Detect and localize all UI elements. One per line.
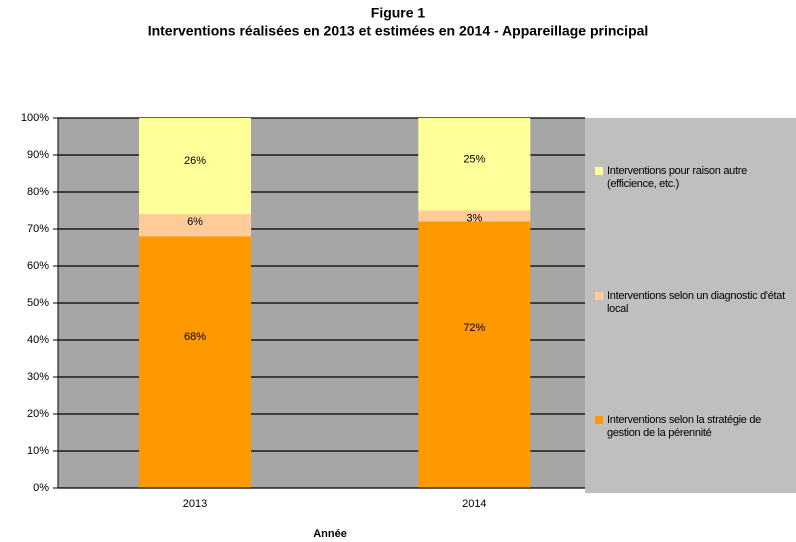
x-tick-label: 2013 [183, 498, 207, 510]
y-tick-label: 10% [27, 445, 49, 457]
legend-swatch [595, 167, 603, 175]
legend-background [585, 118, 796, 493]
y-tick-label: 40% [27, 334, 49, 346]
value-label: 25% [463, 154, 485, 166]
legend-swatch [595, 292, 603, 300]
y-tick-label: 30% [27, 371, 49, 383]
legend-label: Interventions pour raison autre (efficie… [607, 165, 747, 190]
legend-entry: Interventions selon la stratégie de gest… [595, 414, 795, 440]
value-label: 6% [187, 216, 203, 228]
y-tick-label: 50% [27, 297, 49, 309]
y-tick-label: 100% [21, 112, 49, 124]
legend-entry: Interventions pour raison autre (efficie… [595, 165, 795, 191]
bar-segment [418, 118, 531, 211]
value-label: 68% [184, 331, 206, 343]
x-tick-label: 2014 [462, 498, 486, 510]
y-tick-label: 90% [27, 149, 49, 161]
y-tick-label: 0% [33, 482, 49, 494]
bar-segment [139, 118, 252, 215]
x-axis-label: Année [313, 528, 347, 540]
chart-subtitle: Interventions réalisées en 2013 et estim… [148, 23, 649, 39]
bar-segment [139, 236, 252, 488]
bar-segment [418, 210, 531, 222]
value-label: 26% [184, 155, 206, 167]
legend-swatch [595, 416, 603, 424]
bar-segment [418, 221, 531, 488]
bar-segment [139, 214, 252, 237]
value-label: 72% [463, 322, 485, 334]
legend-label: Interventions selon la stratégie de gest… [607, 414, 761, 439]
legend-entry: Interventions selon un diagnostic d'état… [595, 290, 795, 316]
chart-title: Figure 1 [371, 5, 426, 21]
value-label: 3% [466, 212, 482, 224]
y-tick-label: 70% [27, 223, 49, 235]
legend-label: Interventions selon un diagnostic d'état… [607, 290, 785, 315]
y-tick-label: 60% [27, 260, 49, 272]
y-tick-label: 80% [27, 186, 49, 198]
y-tick-label: 20% [27, 408, 49, 420]
